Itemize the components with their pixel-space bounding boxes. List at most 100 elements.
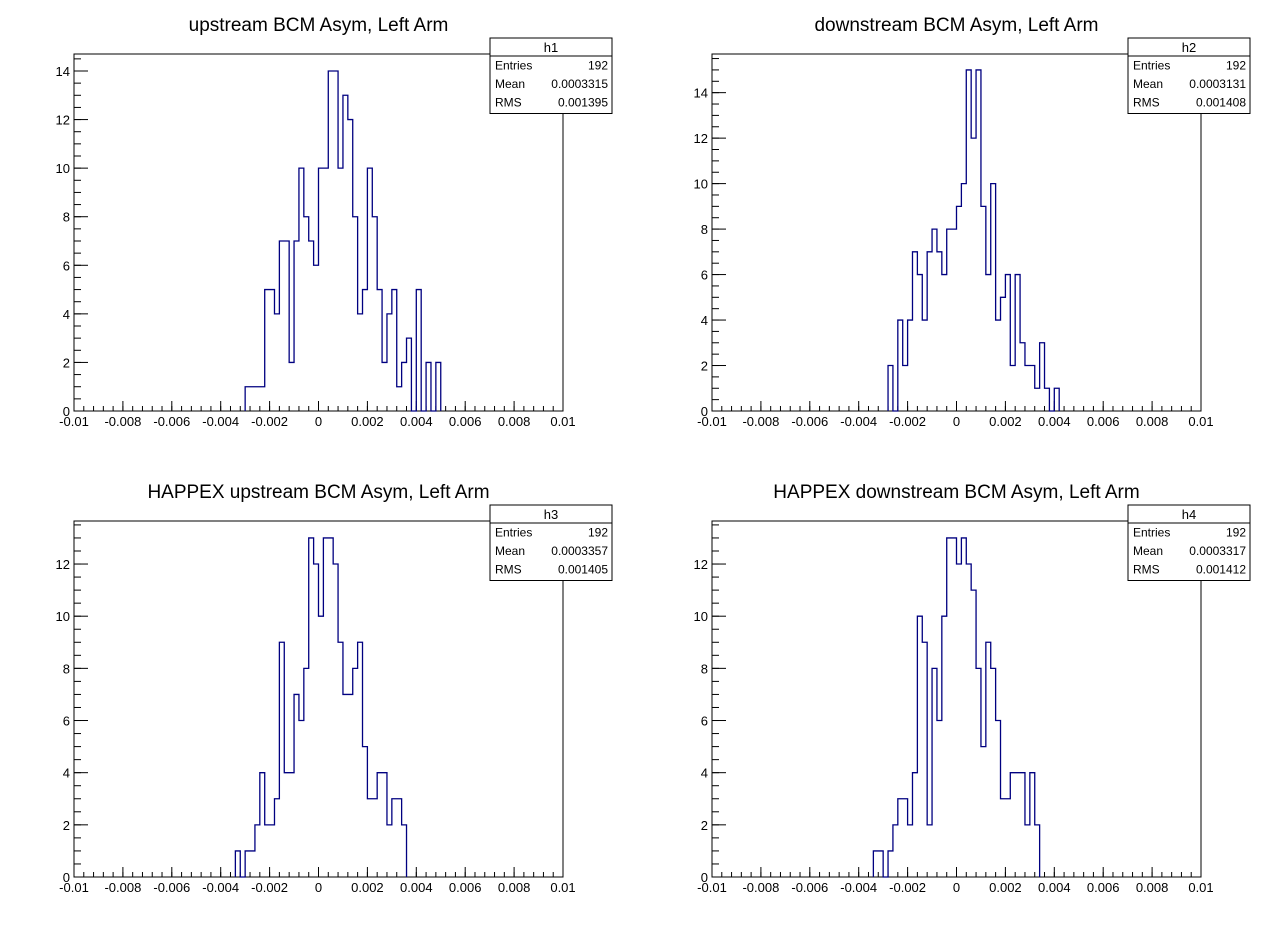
x-tick-label: 0.002: [351, 414, 384, 429]
stats-box: h1 Entries 192 Mean 0.0003315 RMS 0.001395: [489, 37, 613, 114]
y-tick-label: 12: [56, 557, 70, 572]
histogram-bin: [1010, 366, 1015, 411]
y-tick-label: 8: [701, 661, 708, 676]
histogram-bin: [912, 773, 917, 877]
y-tick-label: 4: [63, 766, 70, 781]
stats-box-frame: [1127, 504, 1251, 581]
y-tick-label: 0: [701, 870, 708, 885]
x-tick-label: 0.006: [449, 414, 482, 429]
histogram-bin: [265, 825, 270, 877]
x-tick-label: -0.004: [202, 414, 239, 429]
histogram-bin: [976, 668, 981, 877]
stats-box-frame: [1127, 37, 1251, 114]
y-tick-label: 6: [701, 268, 708, 283]
histogram-bin: [372, 217, 377, 411]
stats-label: Entries: [495, 59, 532, 73]
histogram-bin: [255, 387, 260, 411]
chart-title: HAPPEX downstream BCM Asym, Left Arm: [773, 482, 1139, 503]
x-tick-label: 0.008: [498, 414, 531, 429]
histogram-bin: [397, 799, 402, 877]
histogram-bin: [284, 773, 289, 877]
stats-value: 0.001408: [1196, 96, 1246, 110]
x-tick-label: 0.002: [989, 414, 1022, 429]
histogram-bin: [888, 366, 893, 411]
stats-box-name: h4: [1182, 507, 1196, 522]
histogram-bin: [927, 252, 932, 411]
y-tick-label: 0: [701, 404, 708, 419]
histogram-bin: [279, 642, 284, 877]
histogram-bin: [274, 314, 279, 411]
histogram-bin: [363, 290, 368, 411]
histogram-bin: [407, 338, 412, 411]
x-tick-label: 0.004: [400, 880, 433, 895]
histogram-bin: [382, 362, 387, 411]
histogram-bin: [947, 229, 952, 411]
x-tick-label: -0.01: [59, 414, 89, 429]
histogram-bin: [392, 799, 397, 877]
histogram-bin: [903, 799, 908, 877]
histogram-bin: [1045, 388, 1050, 411]
y-tick-label: 0: [63, 870, 70, 885]
histogram-bin: [323, 168, 328, 411]
histogram-bin: [996, 721, 1001, 877]
histogram-bin: [917, 616, 922, 877]
histogram-bin: [250, 387, 255, 411]
histogram-bin: [971, 590, 976, 877]
x-tick-label: 0.004: [1038, 414, 1071, 429]
histogram-bin: [996, 320, 1001, 411]
histogram-bin: [309, 241, 314, 411]
x-tick-label: -0.01: [697, 414, 727, 429]
histogram-bin: [338, 168, 343, 411]
histogram-bin: [1010, 773, 1015, 877]
y-tick-label: 4: [63, 307, 70, 322]
histogram-bin: [343, 694, 348, 877]
y-tick-label: 0: [63, 404, 70, 419]
histogram-bin: [937, 252, 942, 411]
x-tick-label: -0.008: [104, 414, 141, 429]
stats-label: RMS: [1133, 96, 1160, 110]
histogram-bin: [942, 275, 947, 411]
x-tick-label: -0.008: [742, 414, 779, 429]
x-tick-label: 0: [953, 880, 960, 895]
histogram-bin: [235, 851, 240, 877]
histogram-bin: [328, 538, 333, 877]
x-tick-label: -0.004: [840, 414, 877, 429]
chart-title: upstream BCM Asym, Left Arm: [189, 15, 449, 36]
y-tick-label: 6: [701, 714, 708, 729]
histogram-panel-1: upstream BCM Asym, Left Arm -0.01 -0.008 -0…: [56, 15, 613, 429]
histogram-outline: [887, 69, 1060, 412]
histogram-bin: [1005, 799, 1010, 877]
histogram-bin: [333, 71, 338, 411]
histogram-bin: [270, 290, 275, 411]
y-tick-label: 10: [56, 161, 70, 176]
histogram-bin: [957, 206, 962, 411]
histogram-bin: [274, 799, 279, 877]
x-tick-label: -0.002: [251, 414, 288, 429]
histogram-bin: [1040, 343, 1045, 411]
histogram-bin: [397, 387, 402, 411]
histogram-bin: [908, 320, 913, 411]
histogram-bin: [952, 229, 957, 411]
histogram-bin: [1005, 275, 1010, 411]
stats-value: 0.001395: [558, 96, 608, 110]
histogram-bin: [991, 668, 996, 877]
histogram-bin: [367, 168, 372, 411]
stats-label: Mean: [1133, 77, 1163, 91]
histogram-bin: [372, 799, 377, 877]
histogram-bin: [289, 773, 294, 877]
histogram-bin: [289, 362, 294, 411]
x-tick-label: 0: [315, 414, 322, 429]
histogram-outline: [244, 70, 442, 412]
x-tick-label: 0.01: [550, 414, 575, 429]
histogram-bin: [260, 773, 265, 877]
y-tick-label: 10: [694, 609, 708, 624]
stats-value: 0.0003315: [551, 77, 608, 91]
x-tick-label: -0.006: [791, 414, 828, 429]
histogram-bin: [353, 668, 358, 877]
histogram-bin: [353, 217, 358, 411]
stats-label: RMS: [495, 96, 522, 110]
histogram-bin: [1001, 297, 1006, 411]
stats-label: Entries: [495, 526, 532, 540]
histogram-bin: [436, 362, 441, 411]
histogram-bin: [893, 825, 898, 877]
